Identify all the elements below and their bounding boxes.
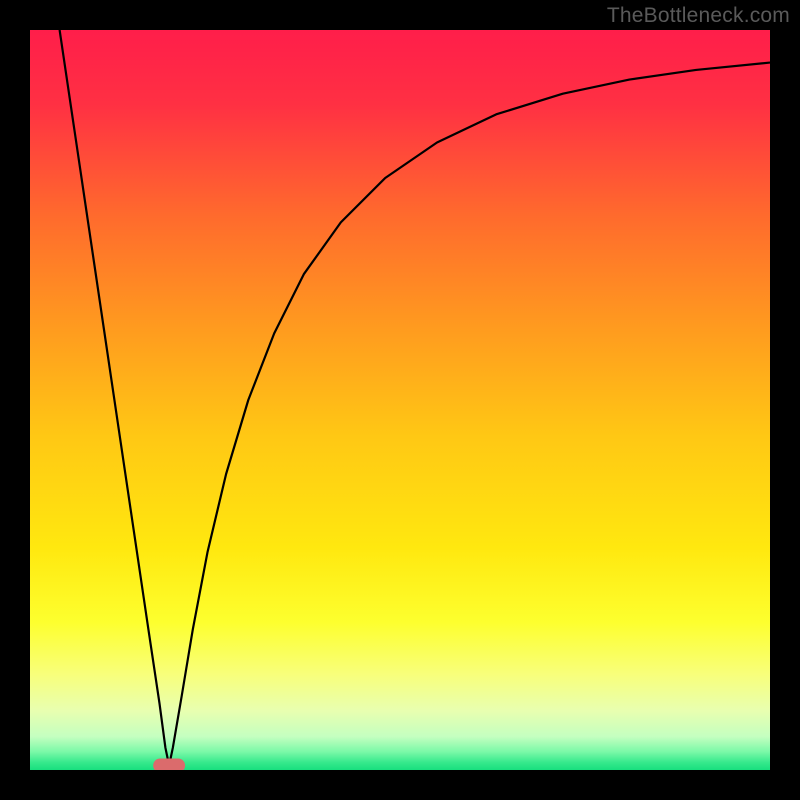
- chart-container: { "chart": { "type": "line-on-gradient",…: [0, 0, 800, 800]
- gradient-background: [30, 30, 770, 770]
- bottleneck-curve-chart: [0, 0, 800, 800]
- watermark-text: TheBottleneck.com: [607, 4, 790, 28]
